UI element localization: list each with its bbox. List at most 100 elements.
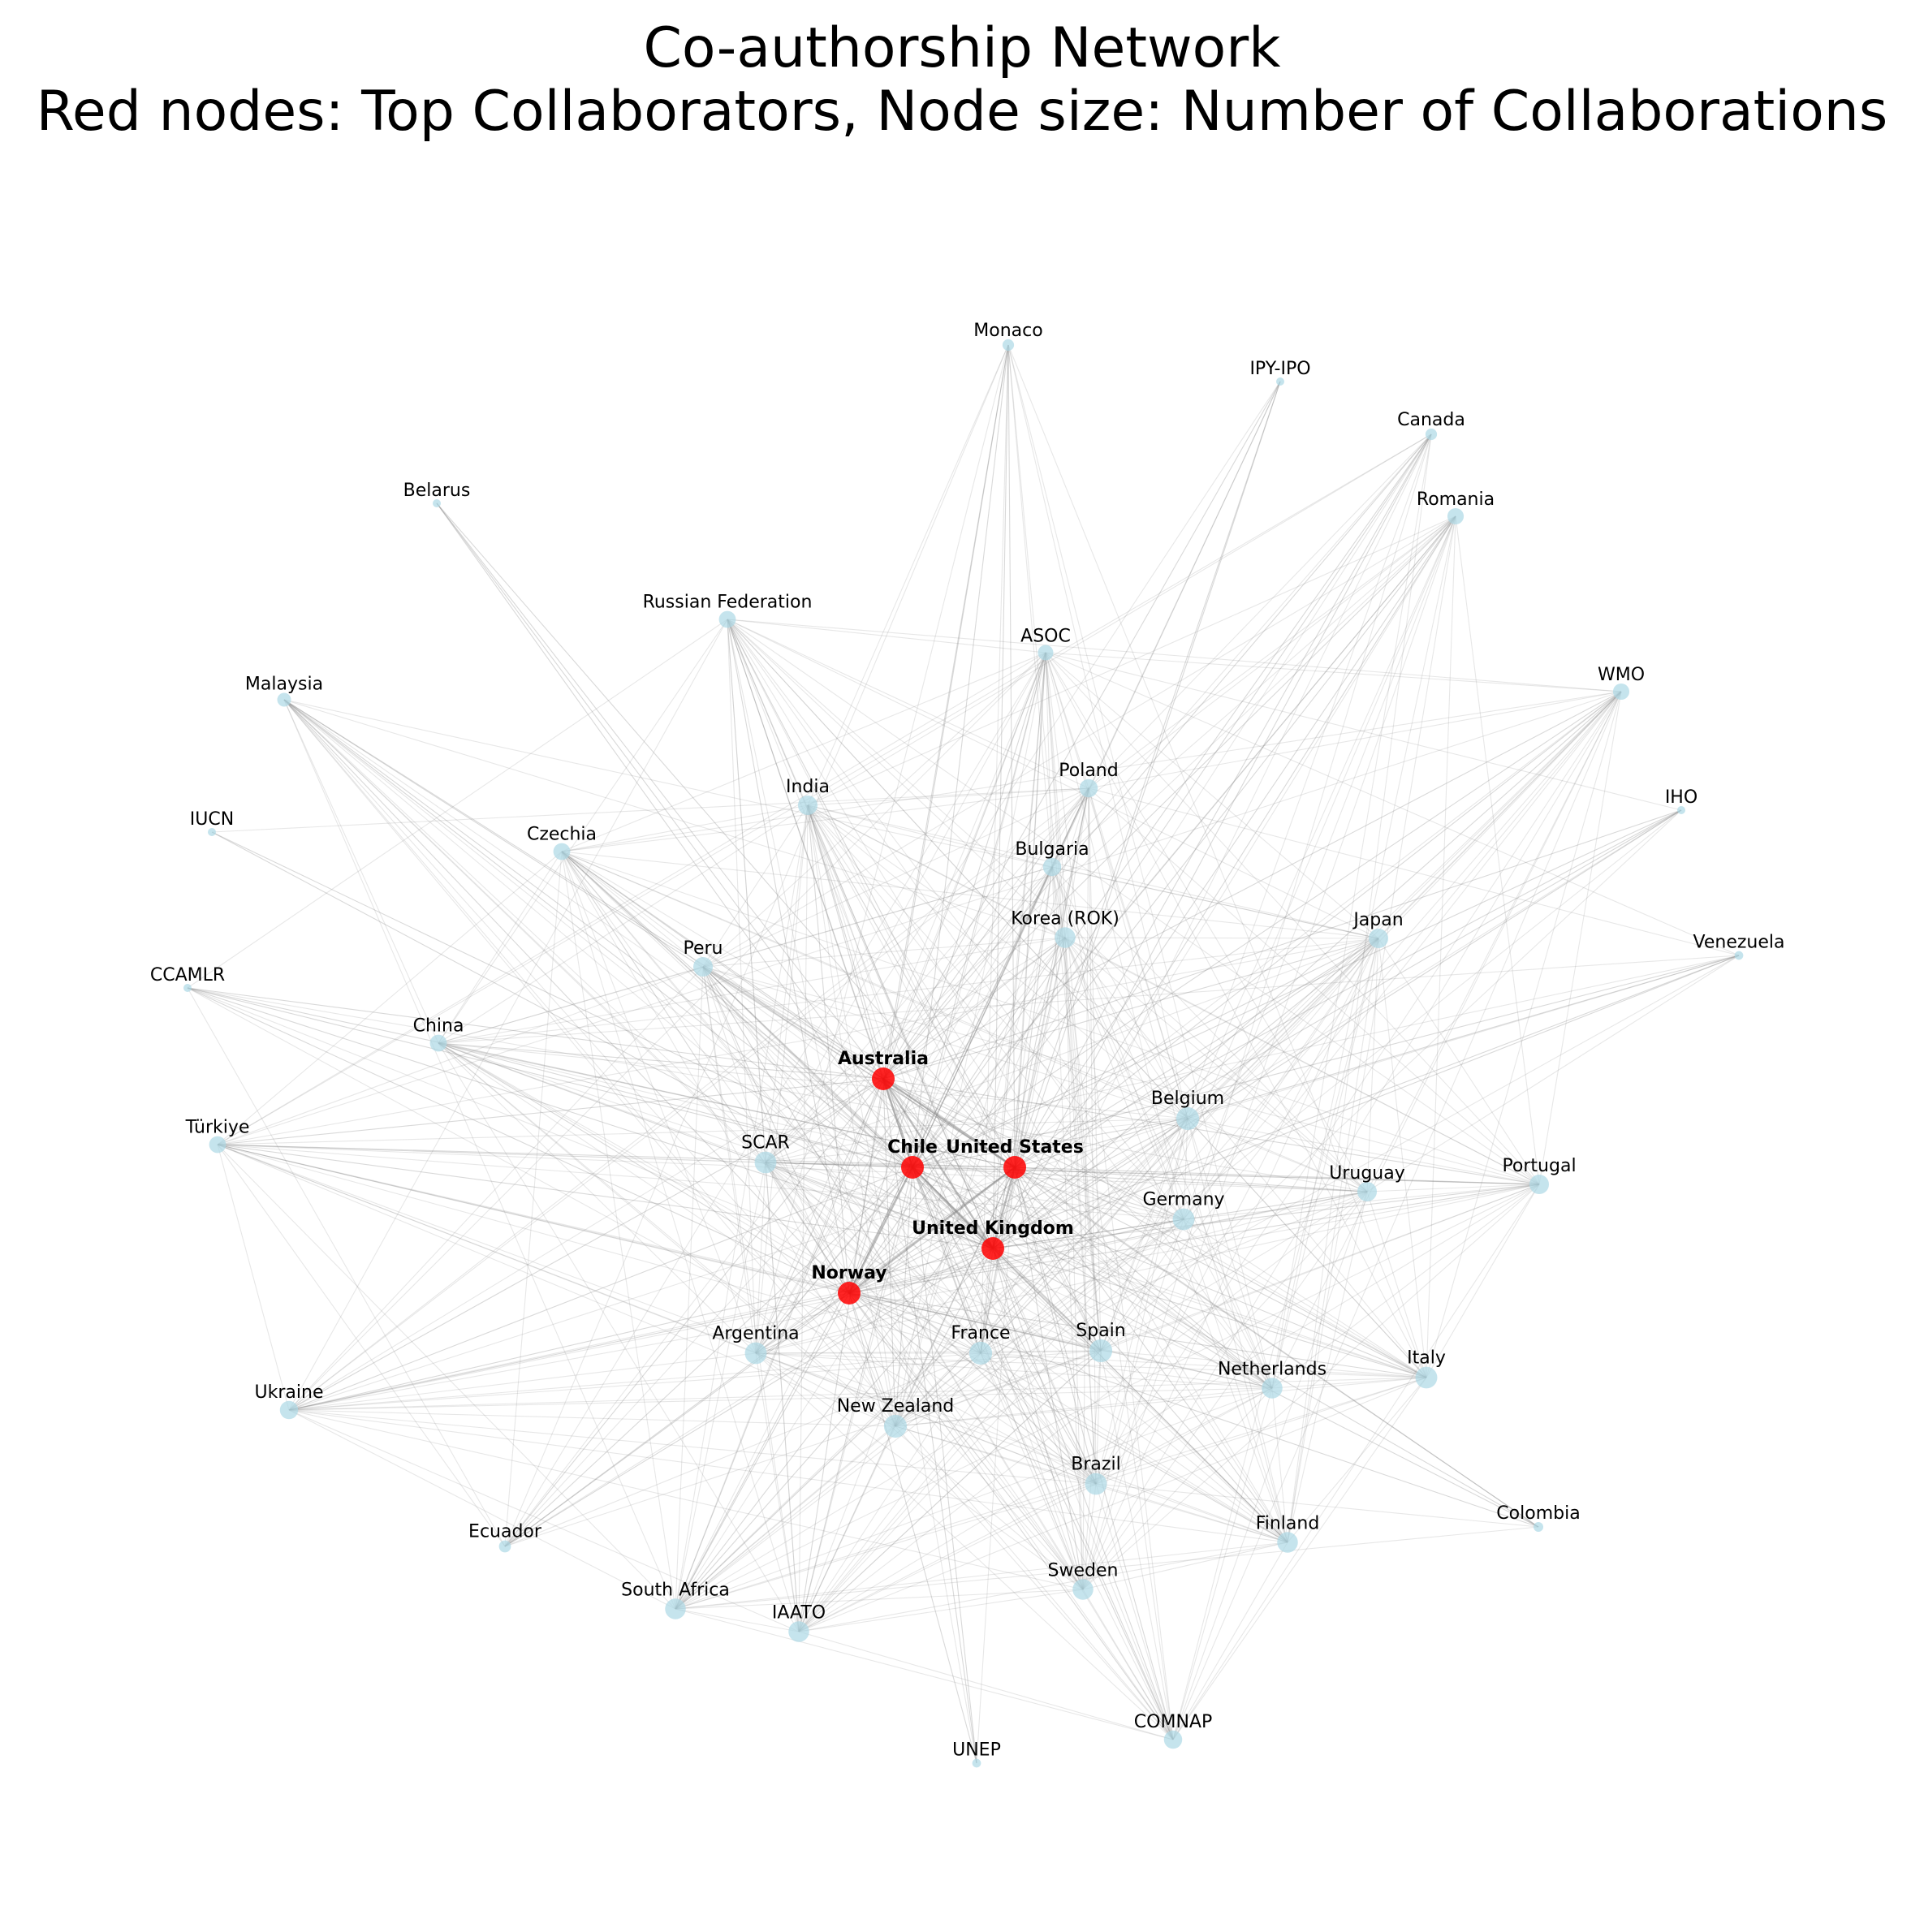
node-label-canada: Canada bbox=[1397, 410, 1465, 430]
edge-russian-federation-australia bbox=[727, 619, 884, 1080]
edge-monaco-spain bbox=[1007, 344, 1102, 1352]
edge-asoc-norway bbox=[848, 652, 1046, 1294]
edge-bulgaria-belgium bbox=[1051, 866, 1188, 1119]
node-spain bbox=[1089, 1339, 1113, 1363]
edge-india-scar bbox=[765, 804, 809, 1163]
edge-china-new-zealand bbox=[438, 1042, 896, 1427]
node-russian-federation bbox=[718, 610, 736, 628]
node-iucn bbox=[208, 828, 216, 836]
edge-uruguay-sweden bbox=[1082, 1191, 1368, 1590]
edge-united-states-netherlands bbox=[1014, 1167, 1273, 1389]
edge-wmo-south-africa bbox=[675, 691, 1622, 1610]
edge-france-finland bbox=[980, 1352, 1288, 1543]
edge-uruguay-ukraine bbox=[288, 1191, 1368, 1411]
edge-peru-italy bbox=[702, 966, 1427, 1378]
edge-poland-new-zealand bbox=[895, 787, 1089, 1427]
edge-ccamlr-uruguay bbox=[187, 987, 1368, 1192]
edge-asoc-ukraine bbox=[288, 652, 1046, 1411]
edge-czechia-south-africa bbox=[561, 851, 676, 1610]
edge-china-argentina bbox=[438, 1042, 757, 1354]
edge-brazil-colombia bbox=[1095, 1483, 1539, 1528]
edge-asoc-japan bbox=[1045, 652, 1379, 939]
edge-turkiye-argentina bbox=[217, 1144, 757, 1354]
edge-russian-federation-asoc bbox=[727, 619, 1046, 653]
node-malaysia bbox=[277, 692, 291, 707]
edge-monaco-bulgaria bbox=[1007, 344, 1053, 868]
edge-germany-iaato bbox=[798, 1218, 1184, 1632]
edge-finland-comnap bbox=[1172, 1542, 1288, 1740]
edge-monaco-norway bbox=[848, 344, 1009, 1294]
edge-romania-portugal bbox=[1455, 515, 1540, 1185]
edge-spain-brazil bbox=[1095, 1350, 1102, 1485]
edge-asoc-comnap bbox=[1045, 652, 1174, 1740]
edge-ipy-ipo-united-kingdom bbox=[992, 381, 1281, 1249]
edge-japan-spain bbox=[1100, 938, 1379, 1352]
node-label-peru: Peru bbox=[683, 938, 723, 959]
edge-china-united-states bbox=[438, 1042, 1016, 1168]
edge-romania-chile bbox=[912, 515, 1456, 1168]
edge-romania-united-states bbox=[1014, 515, 1456, 1168]
node-turkiye bbox=[209, 1136, 226, 1154]
edge-korea-rok-netherlands bbox=[1064, 937, 1273, 1389]
edge-uruguay-portugal bbox=[1366, 1184, 1540, 1192]
edge-united-kingdom-ukraine bbox=[288, 1248, 994, 1411]
edge-brazil-comnap bbox=[1095, 1483, 1174, 1740]
edge-monaco-australia bbox=[882, 344, 1009, 1080]
edge-wmo-belgium bbox=[1187, 691, 1622, 1119]
edge-scar-spain bbox=[765, 1162, 1102, 1352]
edge-turkiye-germany bbox=[217, 1144, 1184, 1220]
edge-malaysia-china bbox=[283, 699, 439, 1044]
edge-bulgaria-south-africa bbox=[675, 866, 1053, 1610]
edge-peru-germany bbox=[702, 966, 1184, 1220]
edge-poland-finland bbox=[1088, 787, 1288, 1543]
edge-portugal-sweden bbox=[1082, 1184, 1540, 1590]
edge-malaysia-norway bbox=[283, 699, 850, 1294]
edge-monaco-france bbox=[980, 344, 1009, 1354]
edge-romania-united-kingdom bbox=[992, 515, 1456, 1249]
edge-uruguay-france bbox=[980, 1191, 1368, 1354]
edge-india-portugal bbox=[807, 804, 1540, 1185]
edge-india-bulgaria bbox=[807, 804, 1053, 868]
edge-korea-rok-uruguay bbox=[1064, 937, 1368, 1192]
edge-wmo-turkiye bbox=[217, 691, 1622, 1145]
edge-korea-rok-sweden bbox=[1064, 937, 1084, 1590]
edge-iho-south-africa bbox=[675, 809, 1682, 1610]
edge-asoc-united-states bbox=[1014, 652, 1046, 1168]
node-label-bulgaria: Bulgaria bbox=[1015, 839, 1089, 860]
edge-venezuela-united-states bbox=[1014, 955, 1740, 1168]
edge-bulgaria-uruguay bbox=[1051, 866, 1368, 1192]
edge-czechia-australia bbox=[561, 851, 884, 1080]
edge-wmo-australia bbox=[882, 691, 1622, 1080]
edge-chile-south-africa bbox=[675, 1167, 913, 1610]
edge-monaco-united-kingdom bbox=[992, 344, 1009, 1249]
edge-india-argentina bbox=[755, 804, 809, 1354]
edge-portugal-italy bbox=[1426, 1184, 1540, 1378]
edge-belgium-netherlands bbox=[1187, 1118, 1273, 1389]
edge-poland-czechia bbox=[561, 787, 1089, 852]
edge-chile-ecuador bbox=[504, 1167, 913, 1547]
edge-united-states-spain bbox=[1014, 1167, 1102, 1352]
edge-wmo-portugal bbox=[1538, 691, 1622, 1185]
edge-malaysia-scar bbox=[283, 699, 766, 1163]
edge-asoc-chile bbox=[912, 652, 1046, 1168]
edge-russian-federation-finland bbox=[727, 619, 1288, 1543]
edge-uruguay-spain bbox=[1100, 1191, 1368, 1352]
edge-japan-australia bbox=[882, 938, 1379, 1080]
edge-scar-italy bbox=[765, 1162, 1427, 1378]
node-label-chile: Chile bbox=[887, 1137, 938, 1158]
edge-russian-federation-japan bbox=[727, 619, 1379, 939]
edge-india-united-kingdom bbox=[807, 804, 994, 1249]
edge-china-belgium bbox=[438, 1042, 1188, 1119]
edge-australia-netherlands bbox=[882, 1078, 1273, 1389]
edge-canada-france bbox=[980, 433, 1432, 1354]
edge-iho-australia bbox=[882, 809, 1682, 1080]
edge-asoc-venezuela bbox=[1045, 652, 1740, 956]
edge-romania-finland bbox=[1287, 515, 1456, 1543]
edge-united-states-portugal bbox=[1014, 1167, 1540, 1185]
edge-united-states-comnap bbox=[1014, 1167, 1174, 1740]
edge-japan-comnap bbox=[1172, 938, 1379, 1740]
edge-korea-rok-australia bbox=[882, 937, 1066, 1080]
edge-japan-portugal bbox=[1378, 938, 1540, 1185]
node-label-argentina: Argentina bbox=[712, 1324, 799, 1344]
edge-portugal-ukraine bbox=[288, 1184, 1540, 1411]
